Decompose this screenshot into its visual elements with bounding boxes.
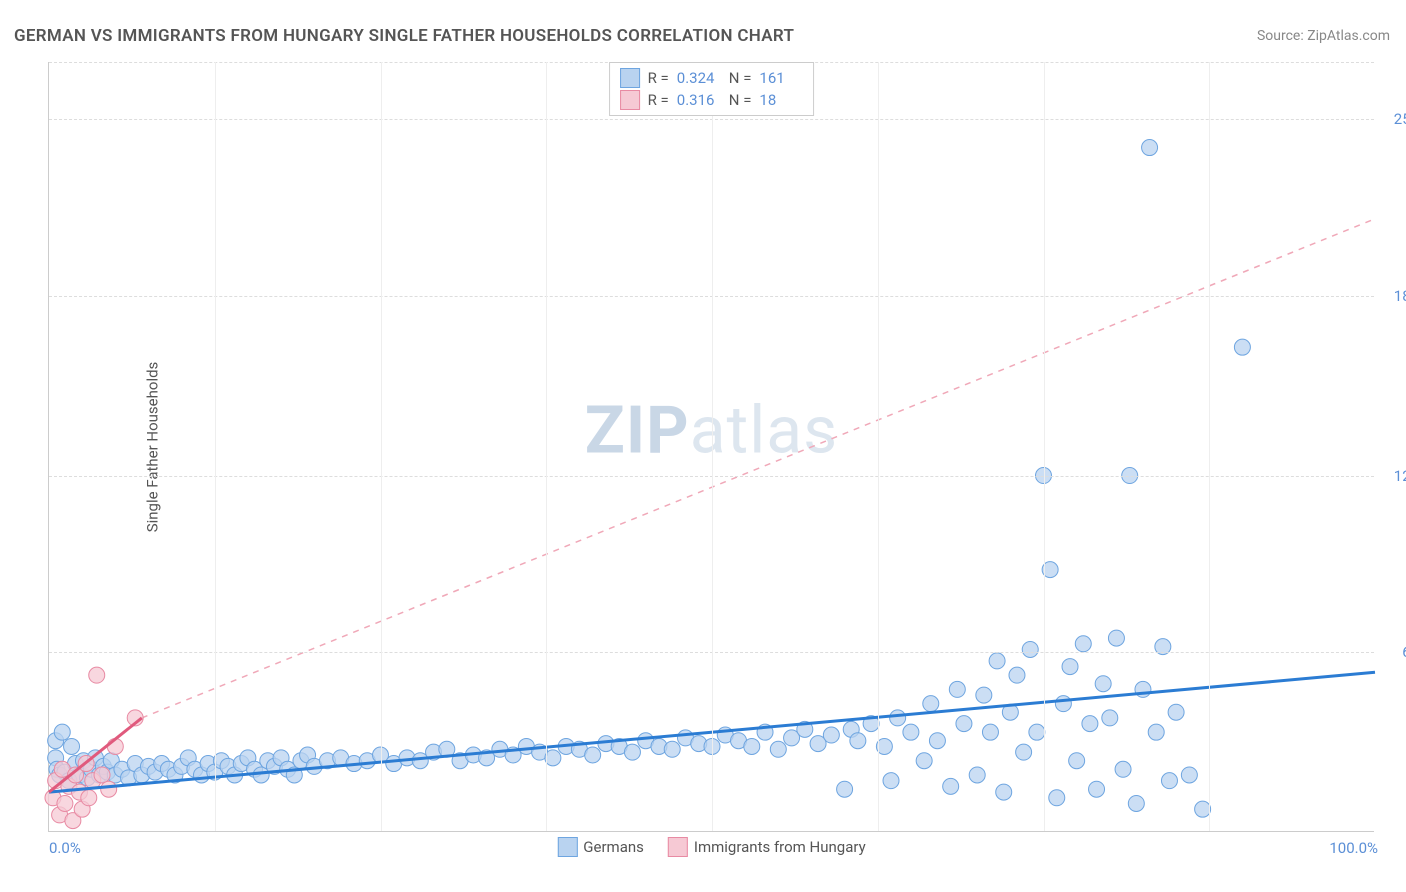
- data-point: [1029, 724, 1045, 740]
- data-point: [890, 710, 906, 726]
- data-point: [1148, 724, 1164, 740]
- data-point: [89, 667, 105, 683]
- legend-r-value: 0.324: [677, 69, 721, 87]
- legend-n-value: 161: [759, 69, 803, 87]
- data-point: [976, 687, 992, 703]
- data-point: [624, 744, 640, 760]
- gridline-v: [1044, 62, 1045, 831]
- data-point: [1115, 761, 1131, 777]
- legend-n-value: 18: [759, 91, 803, 109]
- y-tick-label: 25.0%: [1380, 110, 1406, 128]
- gridline-v: [878, 62, 879, 831]
- data-point: [1161, 773, 1177, 789]
- y-tick-label: 12.5%: [1380, 467, 1406, 485]
- data-point: [1069, 753, 1085, 769]
- chart-title: GERMAN VS IMMIGRANTS FROM HUNGARY SINGLE…: [14, 26, 794, 46]
- data-point: [1016, 744, 1032, 760]
- stats-legend: R = 0.324 N = 161 R = 0.316 N = 18: [609, 62, 815, 116]
- data-point: [1168, 704, 1184, 720]
- gridline-v: [1209, 62, 1210, 831]
- data-point: [823, 727, 839, 743]
- data-point: [1062, 659, 1078, 675]
- data-point: [1234, 339, 1250, 355]
- data-point: [81, 790, 97, 806]
- data-point: [64, 738, 80, 754]
- legend-n-label: N =: [729, 69, 752, 87]
- data-point: [1095, 676, 1111, 692]
- data-point: [982, 724, 998, 740]
- data-point: [54, 724, 70, 740]
- data-point: [949, 681, 965, 697]
- data-point: [923, 696, 939, 712]
- data-point: [883, 773, 899, 789]
- data-point: [1042, 562, 1058, 578]
- legend-series-label: Germans: [583, 838, 644, 856]
- legend-stat-row: R = 0.316 N = 18: [620, 89, 804, 111]
- gridline-v: [546, 62, 547, 831]
- legend-n-label: N =: [729, 91, 752, 109]
- data-point: [996, 784, 1012, 800]
- gridline-v: [215, 62, 216, 831]
- data-point: [1108, 630, 1124, 646]
- y-tick-label: 18.8%: [1380, 287, 1406, 305]
- data-point: [1082, 716, 1098, 732]
- gridline-v: [381, 62, 382, 831]
- legend-r-label: R =: [648, 69, 669, 87]
- data-point: [744, 738, 760, 754]
- data-point: [664, 741, 680, 757]
- data-point: [1142, 140, 1158, 156]
- source-attribution: Source: ZipAtlas.com: [1257, 28, 1390, 44]
- data-point: [1055, 696, 1071, 712]
- data-point: [916, 753, 932, 769]
- data-point: [94, 767, 110, 783]
- legend-series-item: Germans: [557, 837, 644, 857]
- data-point: [585, 747, 601, 763]
- data-point: [850, 733, 866, 749]
- x-tick-label: 100.0%: [1329, 839, 1378, 857]
- y-tick-label: 6.3%: [1380, 643, 1406, 661]
- data-point: [969, 767, 985, 783]
- data-point: [1049, 790, 1065, 806]
- legend-swatch: [668, 837, 688, 857]
- data-point: [57, 795, 73, 811]
- data-point: [943, 778, 959, 794]
- legend-r-value: 0.316: [677, 91, 721, 109]
- data-point: [1075, 636, 1091, 652]
- data-point: [929, 733, 945, 749]
- x-tick-label: 0.0%: [49, 839, 81, 857]
- data-point: [989, 653, 1005, 669]
- data-point: [1089, 781, 1105, 797]
- data-point: [1195, 801, 1211, 817]
- legend-swatch: [620, 68, 640, 88]
- data-point: [1102, 710, 1118, 726]
- data-point: [1009, 667, 1025, 683]
- data-point: [1128, 795, 1144, 811]
- chart-plot-area: Single Father Households ZIPatlas R =0.3…: [48, 62, 1374, 832]
- data-point: [837, 781, 853, 797]
- data-point: [956, 716, 972, 732]
- legend-series-item: Immigrants from Hungary: [668, 837, 866, 857]
- legend-swatch: [557, 837, 577, 857]
- series-legend: Germans Immigrants from Hungary: [557, 837, 865, 857]
- data-point: [1181, 767, 1197, 783]
- data-point: [101, 781, 117, 797]
- data-point: [903, 724, 919, 740]
- legend-swatch: [620, 90, 640, 110]
- data-point: [545, 750, 561, 766]
- legend-stat-row: R = 0.324 N = 161: [620, 67, 804, 89]
- data-point: [1022, 641, 1038, 657]
- data-point: [770, 741, 786, 757]
- data-point: [876, 738, 892, 754]
- gridline-v: [712, 62, 713, 831]
- legend-r-label: R =: [648, 91, 669, 109]
- legend-series-label: Immigrants from Hungary: [694, 838, 866, 856]
